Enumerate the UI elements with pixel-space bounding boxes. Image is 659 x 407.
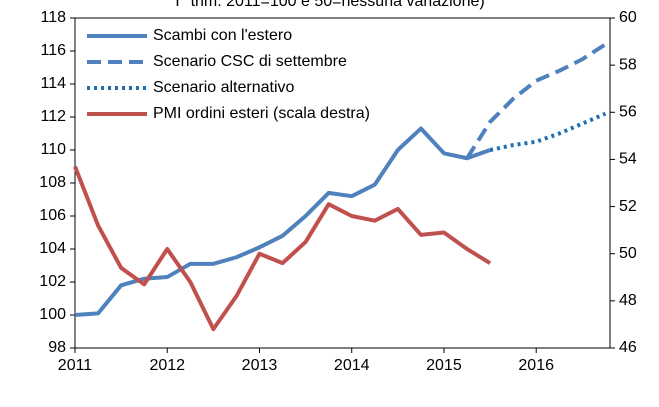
y2-tick-label: 52 <box>619 198 637 215</box>
y-tick-label: 116 <box>40 42 66 59</box>
y-tick-label: 98 <box>48 339 66 356</box>
legend-label: Scenario CSC di settembre <box>153 53 347 70</box>
y-tick-label: 106 <box>39 207 66 224</box>
y2-tick-label: 60 <box>619 9 637 26</box>
y-tick-label: 112 <box>40 108 66 125</box>
chart-subtitle: I° trim. 2011=100 e 50=nessuna variazion… <box>175 0 484 10</box>
series-line <box>465 42 607 160</box>
x-tick-label: 2015 <box>426 357 462 374</box>
y-tick-label: 108 <box>39 174 66 191</box>
legend-label: PMI ordini esteri (scala destra) <box>153 105 370 122</box>
y2-tick-label: 54 <box>619 151 637 168</box>
y-tick-label: 114 <box>40 75 66 92</box>
series-line <box>489 111 607 152</box>
y2-tick-label: 56 <box>619 104 637 121</box>
legend-label: Scambi con l'estero <box>153 27 292 44</box>
x-tick-label: 2011 <box>58 357 93 374</box>
y-tick-label: 100 <box>39 306 66 323</box>
x-tick-label: 2013 <box>242 357 278 374</box>
x-tick-label: 2014 <box>334 357 370 374</box>
x-tick-label: 2016 <box>518 357 554 374</box>
y2-tick-label: 46 <box>619 339 637 356</box>
legend-label: Scenario alternativo <box>153 79 295 96</box>
x-tick-label: 2012 <box>149 357 185 374</box>
y-tick-label: 104 <box>39 240 66 257</box>
series-line <box>73 165 492 332</box>
y2-tick-label: 58 <box>619 56 637 73</box>
series-line <box>74 126 491 317</box>
y-tick-label: 118 <box>40 9 66 26</box>
y-tick-label: 110 <box>40 141 66 158</box>
y2-tick-label: 48 <box>619 292 637 309</box>
y-tick-label: 102 <box>39 273 66 290</box>
y2-tick-label: 50 <box>619 245 637 262</box>
